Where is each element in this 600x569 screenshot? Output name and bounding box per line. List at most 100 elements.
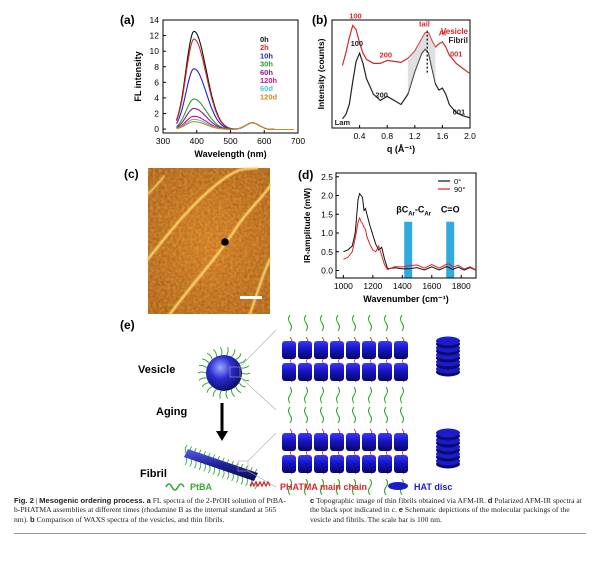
packing-disc — [362, 455, 376, 473]
vesicle-chain — [198, 377, 207, 381]
annotation-200: 200 — [375, 90, 388, 99]
annotation-tail: tail — [419, 20, 430, 29]
fibril-strands — [146, 166, 272, 316]
fibril-chain — [207, 464, 211, 474]
vesicle-chain — [239, 358, 247, 364]
x-axis-label: Wavenumber (cm⁻¹) — [363, 294, 448, 304]
aging-arrow — [216, 403, 228, 441]
aging-label: Aging — [156, 406, 187, 418]
vesicle-chain — [212, 388, 217, 397]
caption-right: c Topographic image of thin fibrils obta… — [310, 496, 588, 524]
legend-60h: 60h — [260, 68, 273, 77]
vesicle-label: Vesicle — [138, 364, 175, 376]
annotation-200: 200 — [380, 50, 393, 59]
vesicle-chain — [202, 358, 210, 364]
scale-bar — [240, 296, 262, 299]
packing-disc — [378, 363, 392, 381]
packing-disc — [314, 363, 328, 381]
packing-chain — [383, 386, 389, 404]
y-tick-label: 0.5 — [321, 247, 333, 257]
packing-chain — [367, 315, 373, 332]
series-line-120h — [176, 115, 294, 131]
caption-rule — [14, 533, 586, 534]
legend-90°: 90° — [454, 185, 465, 194]
panel-e: (e) Vesicle Aging Fibril PtBA PHATMA mai… — [120, 315, 460, 495]
packing-chain — [367, 386, 373, 404]
fibril-chain — [240, 475, 244, 485]
packing-disc — [362, 433, 376, 451]
fibril-chain — [203, 463, 206, 472]
legend-10h: 10h — [260, 51, 273, 60]
packing-chain — [319, 315, 325, 332]
panel-b-label: (b) — [312, 13, 327, 27]
fibril-packing — [282, 406, 408, 495]
y-axis-label: IR-amplitude (mW) — [302, 188, 312, 263]
packing-disc — [346, 363, 360, 381]
panel-d: (d) 1000 1200 1400 1600 1800 0.0 0.5 1.0 1.5 2.0 2… — [298, 168, 477, 304]
panel-e-label: (e) — [120, 318, 135, 332]
panel-a-label: (a) — [120, 13, 135, 27]
blue-disc-icon — [388, 482, 408, 490]
fibril-chain — [235, 474, 239, 483]
afm-image — [146, 166, 272, 316]
packing-chain — [287, 406, 293, 424]
vesicle-chain — [201, 382, 209, 388]
packing-chain — [303, 406, 309, 424]
vesicle-chain — [206, 352, 213, 360]
band-label-carbonyl: C=O — [441, 204, 460, 214]
vesicle-chain — [219, 390, 222, 399]
fibril-chain — [212, 466, 216, 475]
packing-chain — [303, 478, 309, 495]
fibril-chain — [184, 456, 188, 466]
fibril-disc-stack — [436, 428, 460, 469]
panel-c: (c) — [124, 166, 272, 316]
legend-2h: 2h — [260, 43, 269, 52]
vesicle-sphere — [197, 329, 277, 411]
series-line-90° — [343, 216, 477, 271]
y-axis-label: Intensity (counts) — [316, 38, 326, 109]
packing-chain — [351, 478, 357, 495]
annotation-100: 100 — [351, 39, 364, 48]
packing-disc — [330, 341, 344, 359]
annotation-001: 001 — [450, 49, 463, 58]
series-line-Fibril — [341, 48, 471, 120]
fibril-chain — [184, 444, 188, 454]
y-tick-label: 2 — [154, 109, 159, 119]
packing-disc — [330, 363, 344, 381]
caption-e-text: Schematic depictions of the molecular pa… — [310, 505, 570, 524]
y-tick-label: 2.0 — [321, 191, 333, 201]
y-axis-label: FL intensity — [133, 51, 143, 101]
caption-b-text: Comparison of WAXS spectra of the vesicl… — [34, 514, 225, 524]
packing-chain — [335, 406, 341, 424]
vesicle-chain — [235, 353, 242, 360]
vesicle-chain — [241, 372, 251, 375]
fibril-chain — [221, 469, 225, 479]
packing-chain — [383, 478, 389, 495]
series-line-30h — [176, 98, 294, 131]
packing-disc — [394, 433, 408, 451]
legend-hat-disc: HAT disc — [414, 482, 452, 492]
caption-e-marker: e — [398, 505, 404, 515]
packing-chain — [319, 406, 325, 424]
vesicle-chain — [225, 390, 229, 400]
x-tick-label: 1400 — [393, 281, 412, 291]
legend-Fibril: Fibril — [448, 36, 468, 45]
packing-chain — [383, 315, 389, 332]
series-line-60d — [176, 118, 294, 131]
y-tick-label: 14 — [150, 15, 160, 25]
annotation-Al: Al — [439, 29, 447, 38]
vesicle-packing — [282, 315, 408, 404]
vesicle-chain — [219, 346, 223, 356]
packing-disc — [314, 341, 328, 359]
y-tick-label: 0.0 — [321, 266, 333, 276]
packing-chain — [399, 386, 405, 404]
schematic-legend: PtBA PHATMA main chain HAT disc — [165, 480, 452, 492]
packing-chain — [287, 386, 293, 404]
y-tick-label: 1.5 — [321, 209, 333, 219]
panel-d-label: (d) — [298, 168, 313, 182]
caption-d-marker: d — [487, 496, 493, 505]
packing-chain — [399, 406, 405, 424]
y-tick-label: 2.5 — [321, 172, 333, 182]
packing-disc — [298, 455, 312, 473]
fibril-chain — [226, 471, 230, 480]
